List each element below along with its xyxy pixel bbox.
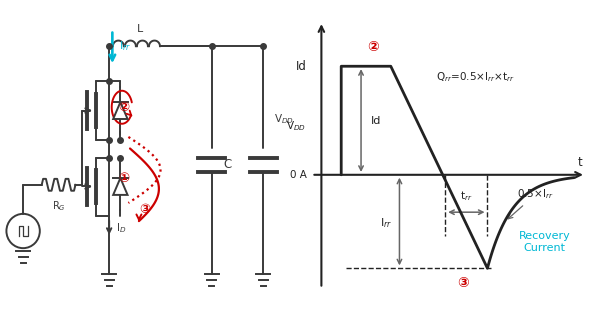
Text: Id: Id (296, 60, 307, 73)
Text: ③: ③ (139, 203, 150, 216)
Text: 0.5×I$_{rr}$: 0.5×I$_{rr}$ (508, 187, 554, 219)
Text: ②: ② (368, 40, 379, 54)
Polygon shape (113, 178, 128, 195)
Text: Q$_{rr}$=0.5×I$_{rr}$×t$_{rr}$: Q$_{rr}$=0.5×I$_{rr}$×t$_{rr}$ (436, 70, 515, 84)
Text: 0 A: 0 A (290, 170, 307, 180)
Text: L: L (137, 24, 143, 34)
Polygon shape (113, 102, 128, 119)
Text: V$_{DD}$: V$_{DD}$ (274, 112, 295, 126)
Text: ①: ① (118, 172, 129, 185)
Text: t$_{rr}$: t$_{rr}$ (460, 189, 473, 203)
Text: ③: ③ (457, 276, 469, 290)
Text: I$_D$: I$_D$ (116, 221, 127, 235)
Text: R$_G$: R$_G$ (52, 200, 66, 214)
Text: Id: Id (371, 115, 382, 125)
Text: ②: ② (118, 101, 129, 114)
Text: V$_{DD}$: V$_{DD}$ (286, 119, 307, 133)
Text: t: t (578, 156, 583, 169)
Text: Recovery
Current: Recovery Current (518, 231, 571, 253)
Text: C: C (223, 158, 232, 172)
Text: I$_{rr}$: I$_{rr}$ (380, 216, 392, 230)
Text: I$_{rr}$: I$_{rr}$ (119, 39, 131, 53)
